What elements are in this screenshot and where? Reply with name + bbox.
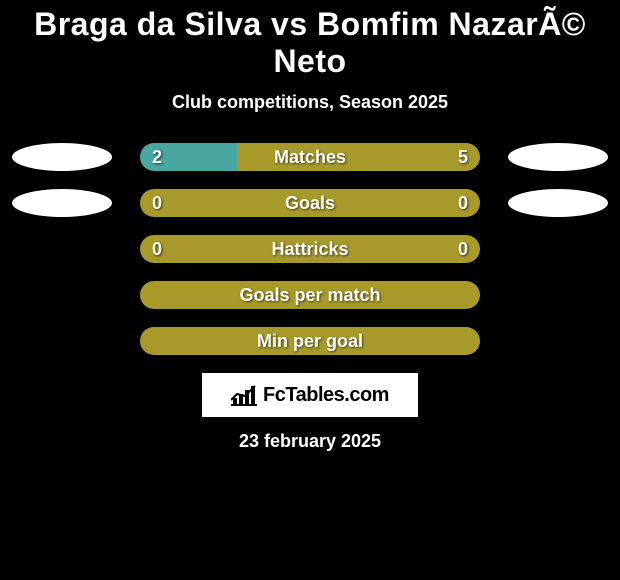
stat-value-left: 0 (140, 189, 310, 217)
player-avatar-left (12, 143, 112, 171)
page-title: Braga da Silva vs Bomfim NazarÃ© Neto (0, 6, 620, 80)
stat-value-left: 2 (140, 143, 237, 171)
logo-text: FcTables.com (263, 384, 389, 407)
stat-label: Goals per match (140, 281, 480, 309)
comparison-card: Braga da Silva vs Bomfim NazarÃ© Neto Cl… (0, 0, 620, 580)
stat-row: Goals per match (0, 281, 620, 309)
stat-bar: 00Hattricks (140, 235, 480, 263)
stat-value-right: 0 (310, 189, 480, 217)
stat-bar: 00Goals (140, 189, 480, 217)
player-avatar-right (508, 143, 608, 171)
stat-value-left: 0 (140, 235, 310, 263)
avatar-spacer (508, 281, 608, 309)
avatar-spacer (12, 327, 112, 355)
stat-label: Min per goal (140, 327, 480, 355)
stat-row: Min per goal (0, 327, 620, 355)
avatar-spacer (12, 281, 112, 309)
stat-bar: Min per goal (140, 327, 480, 355)
chart-icon (231, 384, 257, 406)
subtitle: Club competitions, Season 2025 (0, 92, 620, 113)
stat-row: 25Matches (0, 143, 620, 171)
date-label: 23 february 2025 (0, 431, 620, 452)
player-avatar-right (508, 189, 608, 217)
stat-row: 00Hattricks (0, 235, 620, 263)
avatar-spacer (508, 327, 608, 355)
logo-box[interactable]: FcTables.com (202, 373, 418, 417)
stat-value-right: 5 (237, 143, 480, 171)
avatar-spacer (12, 235, 112, 263)
stat-bar: Goals per match (140, 281, 480, 309)
stat-value-right: 0 (310, 235, 480, 263)
stat-bar: 25Matches (140, 143, 480, 171)
avatar-spacer (508, 235, 608, 263)
stat-row: 00Goals (0, 189, 620, 217)
stat-rows: 25Matches 00Goals 00Hattricks Goals per mat… (0, 143, 620, 355)
player-avatar-left (12, 189, 112, 217)
